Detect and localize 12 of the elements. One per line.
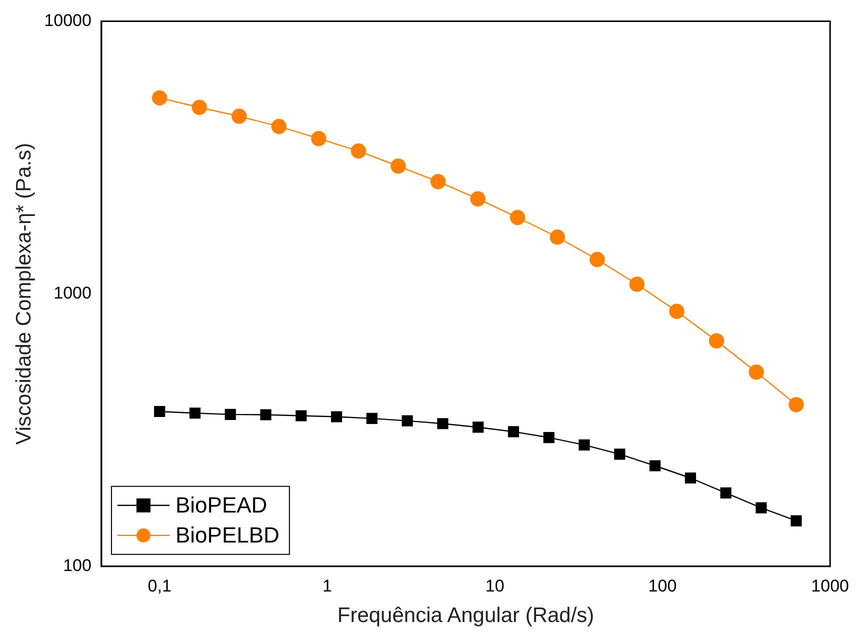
- legend-label: BioPEAD: [175, 492, 268, 518]
- x-axis-title: Frequência Angular (Rad/s): [337, 604, 594, 628]
- x-tick-label: 1000: [811, 576, 850, 596]
- y-axis-title: Viscosidade Complexa-η* (Pa.s): [12, 142, 36, 445]
- legend-label: BioPELBD: [175, 522, 280, 548]
- x-tick-label: 1: [322, 576, 332, 596]
- y-tick-label: 1000: [54, 283, 92, 302]
- x-tick-label: 10: [485, 576, 504, 596]
- x-tick-label: 100: [648, 576, 677, 596]
- x-tick-label: 0,1: [148, 576, 172, 596]
- y-tick-label: 100: [63, 556, 92, 576]
- y-tick-label: 10000: [44, 10, 92, 30]
